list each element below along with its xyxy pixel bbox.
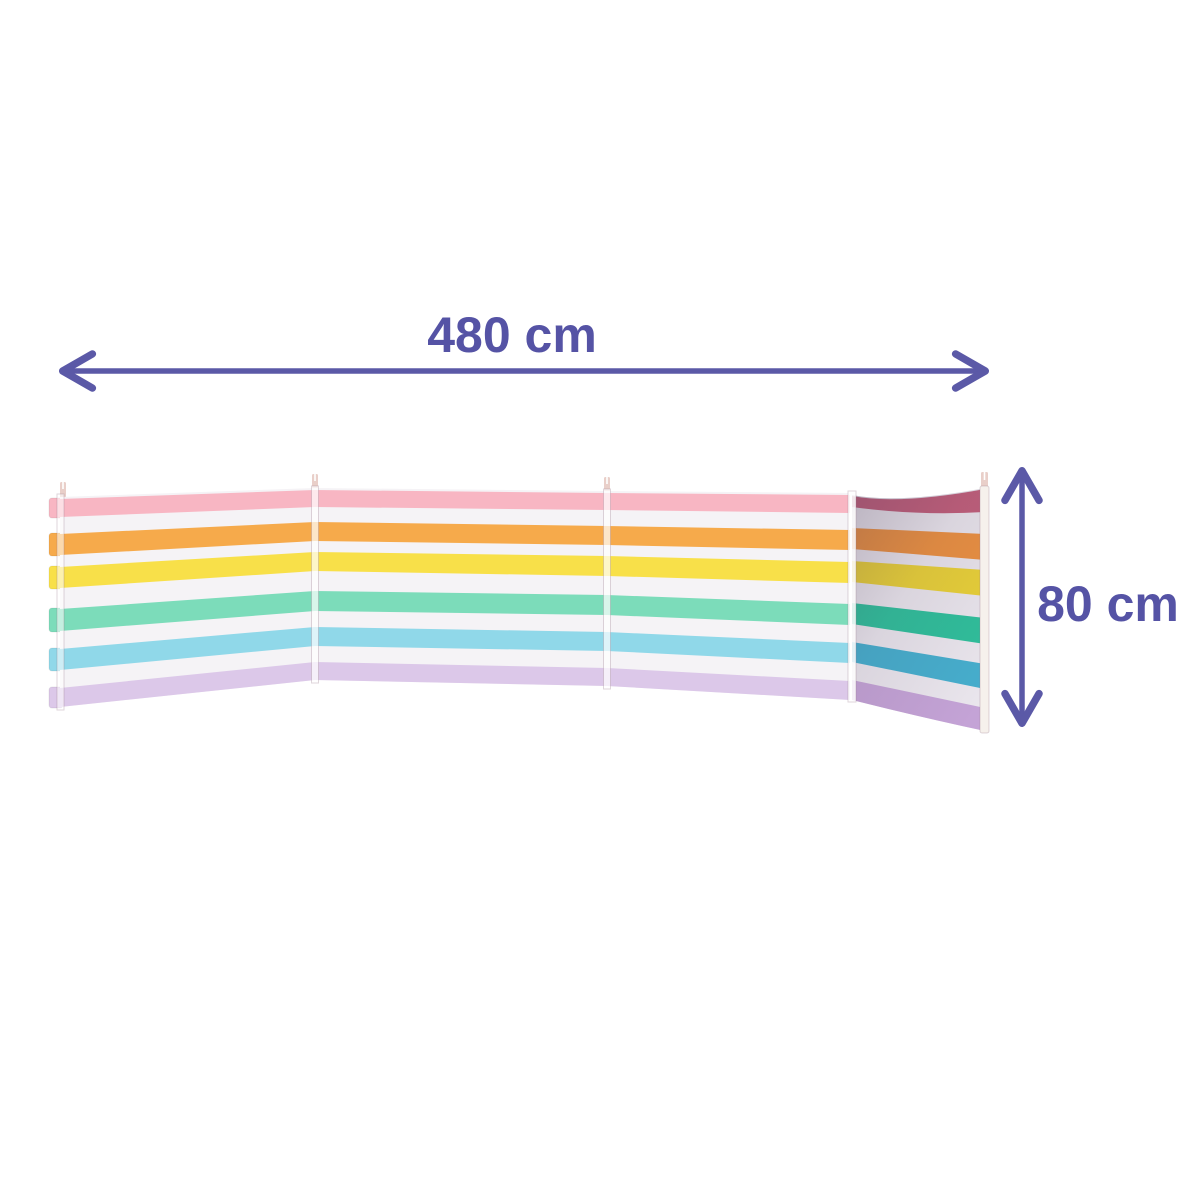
height-label: 80 cm [1037, 576, 1179, 632]
height-dimension: 80 cm [1001, 466, 1179, 728]
windbreak-pole-right [979, 485, 990, 734]
stripe-lilac [60, 662, 850, 707]
stripe-blue [60, 627, 850, 670]
stripe-orange [60, 522, 850, 555]
windbreak-graphic [48, 472, 990, 734]
windbreak-pole-left [56, 493, 65, 711]
pole-tip-icon [981, 472, 988, 490]
stripe-pink [60, 490, 850, 517]
windbreak-pole-joint-1 [311, 485, 319, 684]
windbreak-pole-joint-3 [847, 490, 857, 703]
stripe-mint [60, 591, 850, 631]
width-label: 480 cm [427, 307, 597, 363]
end-panel-shadow [852, 488, 985, 731]
width-dimension: 480 cm [58, 307, 990, 392]
stripe-yellow [60, 552, 850, 588]
windbreak-pole-joint-2 [603, 488, 611, 690]
